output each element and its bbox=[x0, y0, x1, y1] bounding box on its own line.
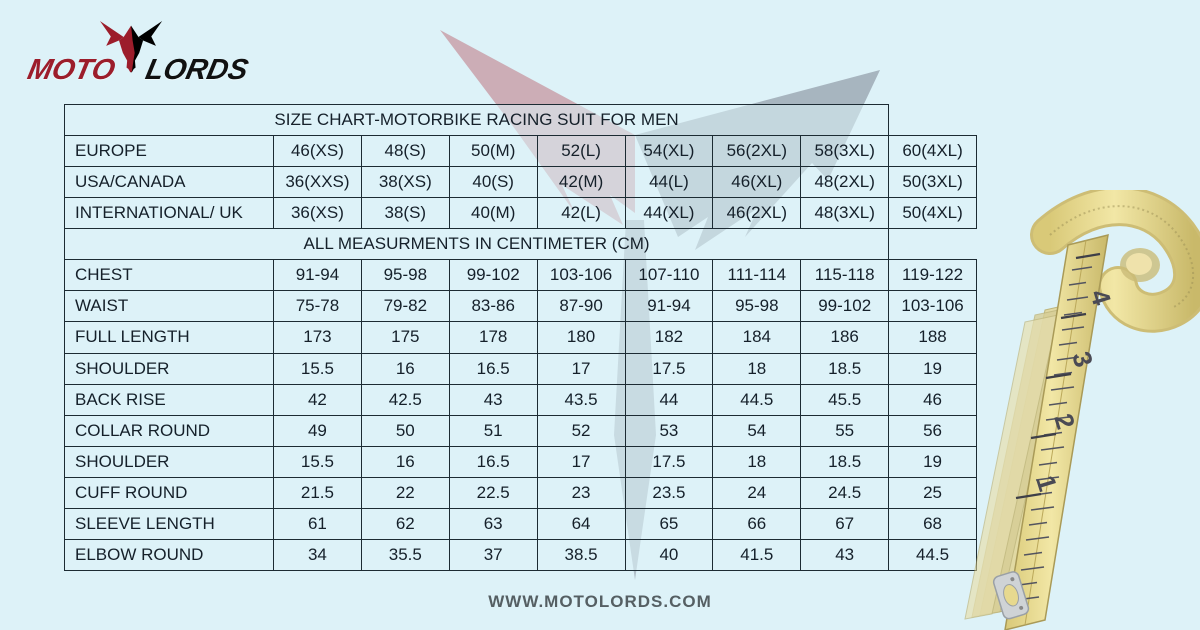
svg-text:3: 3 bbox=[1066, 348, 1099, 371]
svg-text:1: 1 bbox=[1030, 472, 1063, 495]
svg-text:4: 4 bbox=[1084, 286, 1117, 309]
svg-text:2: 2 bbox=[1048, 410, 1081, 433]
